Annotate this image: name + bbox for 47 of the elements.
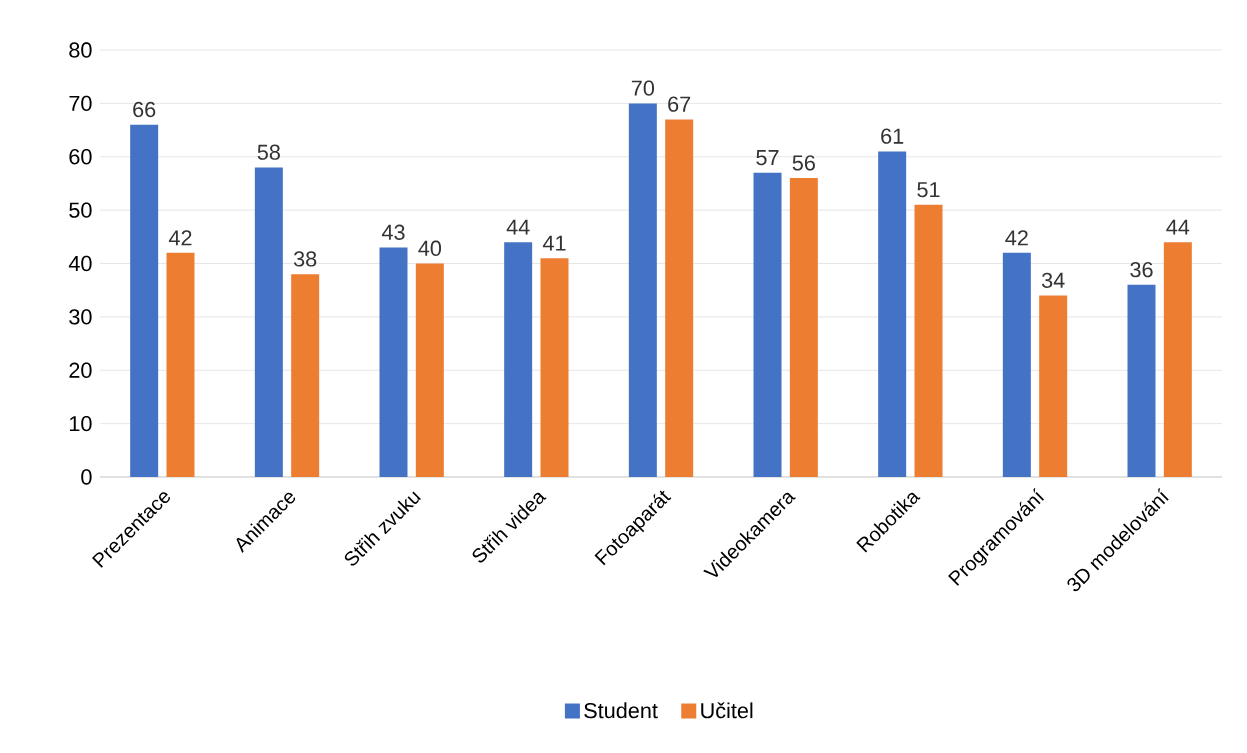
bar [628,103,657,477]
data-label: 66 [133,101,156,118]
data-label: 51 [917,182,940,198]
y-tick-label: 10 [70,415,92,432]
bar [130,124,159,477]
data-label: 41 [542,235,566,251]
y-tick-label: 80 [69,42,92,58]
data-label: 42 [1005,230,1028,246]
y-tick-label: 70 [69,95,92,112]
legend-label: Učitel [701,702,753,719]
data-label: 67 [668,96,691,112]
data-label: 34 [1041,272,1065,288]
bar [789,178,818,477]
bar [504,242,533,477]
bar [665,119,694,477]
bar [1002,252,1031,477]
y-tick-label: 0 [81,469,92,485]
data-label: 70 [631,80,655,96]
data-label: 58 [257,144,280,160]
bar [753,172,782,477]
bar [914,204,943,477]
y-tick-label: 40 [68,255,92,272]
bar [878,151,907,477]
bar [1127,284,1156,477]
bar [1039,295,1068,477]
bar [291,274,320,477]
y-tick-label: 50 [69,202,92,218]
data-label: 38 [293,251,317,267]
data-label: 61 [881,128,904,144]
bar [1163,242,1192,477]
data-label: 42 [168,230,192,246]
data-label: 44 [506,219,530,235]
bar [379,247,408,477]
bar [415,263,444,477]
bar [540,258,569,477]
legend-label: Student [584,702,658,719]
data-label: 43 [381,224,405,240]
data-label: 40 [418,240,442,256]
y-tick-label: 30 [69,309,92,325]
data-label: 36 [1130,261,1153,278]
data-label: 56 [792,155,815,171]
bar [254,167,283,477]
y-tick-label: 60 [69,149,92,165]
bar [166,252,195,477]
data-label: 44 [1166,219,1190,235]
data-label: 57 [756,150,779,166]
y-tick-label: 20 [69,362,92,378]
